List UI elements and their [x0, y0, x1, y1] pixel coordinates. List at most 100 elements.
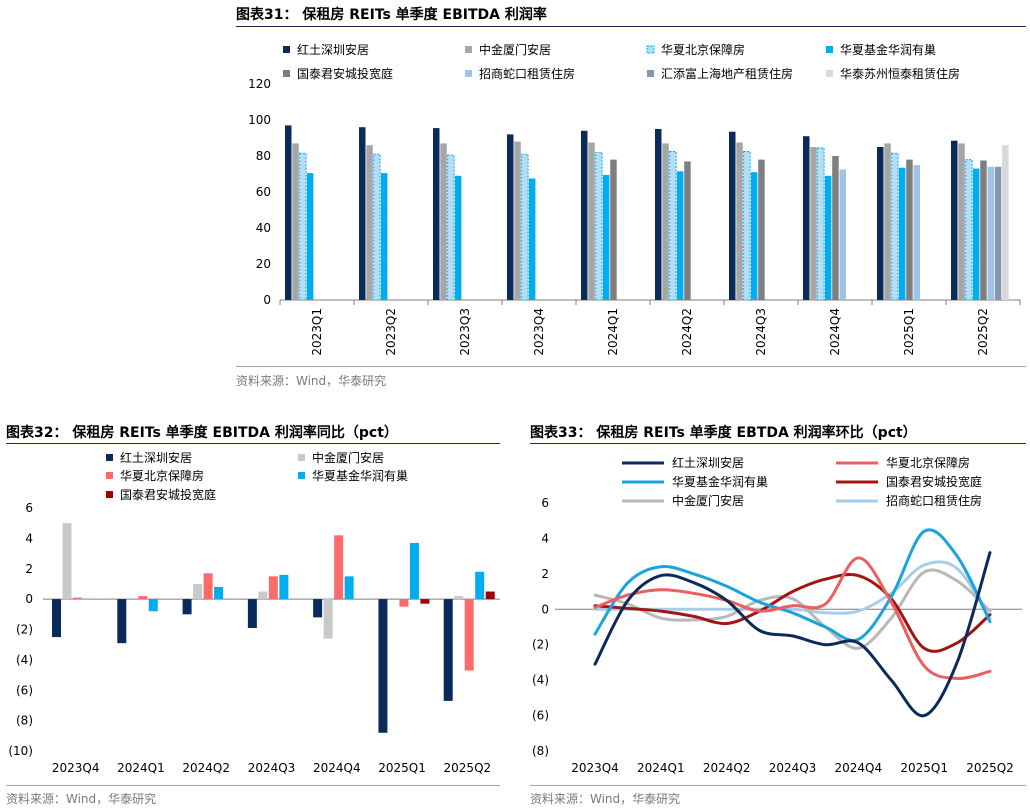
chart33-line-4 [593, 568, 992, 650]
chart32-bar-3-2 [214, 586, 224, 600]
chart31-bar-7-9 [1002, 145, 1009, 300]
chart33-legend-label-4: 中金厦门安居 [672, 493, 744, 508]
chart32-bar-4-6 [485, 591, 495, 600]
chart32-bar-1-0 [62, 523, 72, 600]
chart33-y-tick-2: 2 [541, 567, 549, 581]
chart32-y-tick-0: 6 [25, 501, 33, 515]
chart32-bar-0-6 [443, 599, 453, 701]
chart31-legend-swatch-2 [646, 45, 655, 54]
chart31-y-tick-4: 80 [256, 149, 271, 163]
chart33-x-label-2: 2024Q2 [703, 761, 751, 775]
chart31-legend-label-4: 国泰君安城投宽庭 [297, 66, 393, 81]
chart32-bar-2-1 [138, 596, 148, 600]
chart31-bar-3-2 [454, 175, 462, 300]
chart33-x-label-0: 2023Q4 [571, 761, 619, 775]
chart33-line-2 [593, 528, 992, 642]
chart31-legend-swatch-5 [465, 70, 472, 77]
chart32-y-tick-5: (4) [16, 653, 33, 667]
chart31-bar-2-8 [891, 152, 899, 301]
chart32-bar-3-3 [279, 574, 289, 600]
chart31-bar-0-0 [285, 125, 292, 301]
chart31-bar-1-1 [366, 145, 373, 300]
chart32-bar-3-1 [148, 599, 158, 612]
chart31-bar-5-9 [987, 166, 994, 300]
chart31-x-label-0: 2023Q1 [310, 308, 324, 356]
chart31-bar-3-9 [972, 168, 980, 300]
chart32-x-label-3: 2024Q3 [248, 761, 296, 775]
chart31-bar-2-4 [595, 151, 603, 301]
chart33-y-tick-0: 6 [541, 496, 549, 510]
chart31-x-label-2: 2023Q3 [458, 308, 472, 356]
chart32-bar-1-4 [323, 599, 333, 639]
chart31-bar-4-9 [980, 160, 987, 300]
chart32-y-tick-8: (10) [8, 744, 33, 758]
chart31-bar-3-8 [898, 167, 906, 300]
chart31-y-tick-0: 0 [263, 293, 271, 307]
chart33-legend-label-0: 红土深圳安居 [672, 455, 744, 470]
chart33-legend-label-3: 国泰君安城投宽庭 [886, 474, 982, 489]
chart33-x-label-1: 2024Q1 [637, 761, 685, 775]
chart31-bar-2-1 [373, 153, 381, 301]
chart33-y-tick-5: (4) [532, 673, 549, 687]
chart33-line-5 [593, 560, 992, 620]
chart32-bar-1-2 [193, 583, 203, 600]
chart32-legend-swatch-4 [106, 491, 113, 498]
figure-31-title-rule [236, 26, 1026, 27]
chart33-legend-label-1: 华夏北京保障房 [886, 455, 970, 470]
chart32-bar-1-6 [454, 596, 464, 600]
chart31-bar-3-5 [676, 171, 684, 300]
chart32-legend-label-0: 红土深圳安居 [120, 450, 192, 465]
figure-32-bottom-rule [6, 785, 500, 786]
chart31-y-tick-5: 100 [248, 113, 271, 127]
chart31-bar-1-8 [884, 143, 891, 300]
chart31-bar-1-6 [736, 142, 743, 300]
chart33-legend-label-5: 招商蛇口租赁住房 [886, 493, 982, 508]
chart32-x-label-6: 2025Q2 [444, 761, 492, 775]
chart31-x-label-7: 2024Q4 [828, 308, 842, 356]
chart31-legend-label-2: 华夏北京保障房 [661, 42, 745, 57]
chart32-legend-label-3: 华夏基金华润有巢 [312, 468, 408, 483]
chart32-bar-2-5 [399, 599, 409, 607]
chart32-legend-swatch-3 [298, 472, 305, 479]
chart32-bar-3-5 [409, 542, 419, 600]
chart33-legend-label-2: 华夏基金华润有巢 [672, 474, 768, 489]
chart33-x-label-6: 2025Q2 [966, 761, 1014, 775]
chart31-x-label-6: 2024Q3 [754, 308, 768, 356]
chart32-bar-0-5 [378, 599, 388, 733]
chart32-y-tick-7: (8) [16, 714, 33, 728]
chart33-y-tick-1: 4 [541, 531, 549, 545]
chart31-bar-0-7 [803, 136, 810, 300]
chart33-y-tick-7: (8) [532, 744, 549, 758]
chart31-legend-label-3: 华夏基金华润有巢 [840, 42, 936, 57]
chart32-legend-swatch-2 [106, 472, 113, 479]
chart31-bar-3-3 [528, 178, 536, 300]
chart31-bar-0-5 [655, 129, 662, 300]
figure-33-source: 资料来源：Wind，华泰研究 [530, 792, 681, 806]
chart33-y-tick-6: (6) [532, 709, 549, 723]
figure-33-bottom-rule [530, 785, 1026, 786]
chart31-bar-0-8 [877, 147, 884, 300]
chart31-legend-swatch-0 [283, 46, 290, 53]
chart31-legend-label-0: 红土深圳安居 [297, 42, 369, 57]
chart31-bar-1-2 [440, 143, 447, 300]
chart31-x-label-8: 2025Q1 [902, 308, 916, 356]
chart31-bar-2-2 [447, 154, 455, 301]
chart31-legend-label-7: 华泰苏州恒泰租赁住房 [840, 66, 960, 81]
chart31-bar-3-0 [306, 173, 314, 300]
figure-32-title-rule [6, 443, 500, 444]
chart31-bar-2-5 [669, 151, 677, 301]
figure-32-source: 资料来源：Wind，华泰研究 [6, 792, 157, 806]
chart31-y-tick-3: 60 [256, 185, 271, 199]
chart31-bar-4-8 [906, 159, 913, 300]
chart31-bar-2-9 [965, 159, 973, 301]
chart32-legend-swatch-0 [106, 454, 113, 461]
chart32-x-label-5: 2025Q1 [378, 761, 426, 775]
figure-31-title: 图表31： 保租房 REITs 单季度 EBITDA 利润率 [236, 7, 547, 23]
figure-31-bottom-rule [236, 366, 1026, 367]
chart31-bar-4-6 [758, 159, 765, 300]
chart31-bar-1-3 [514, 141, 521, 300]
chart31-bar-2-7 [817, 147, 825, 301]
chart32-bar-3-6 [475, 571, 485, 600]
chart32-y-tick-4: (2) [16, 623, 33, 637]
